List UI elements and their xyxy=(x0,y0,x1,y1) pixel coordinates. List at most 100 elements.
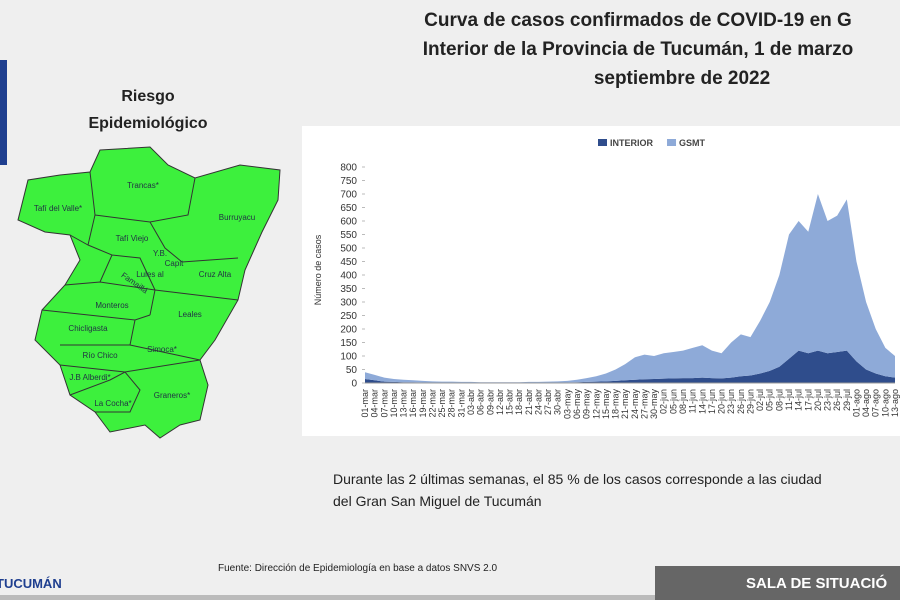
map-label: Capit xyxy=(165,259,184,268)
x-tick-label: 14-jun xyxy=(697,389,707,414)
map-heading: Epidemiológico xyxy=(88,115,207,132)
x-tick-label: 15-may xyxy=(601,389,611,420)
y-tick-label: 350 xyxy=(340,284,357,295)
title-line: septiembre de 2022 xyxy=(594,68,770,89)
x-tick-label: 29-jul xyxy=(842,389,852,411)
x-tick-label: 03-may xyxy=(562,389,572,420)
x-tick-label: 03-abr xyxy=(466,389,476,415)
footer-right: SALA DE SITUACIÓ xyxy=(746,574,887,592)
map-label: Trancas* xyxy=(127,181,159,190)
x-tick-label: 23-jul xyxy=(823,389,833,411)
map-label: Graneros* xyxy=(154,391,190,400)
x-tick-label: 10-mar xyxy=(389,389,399,418)
footer-strip xyxy=(0,595,655,600)
y-axis-label: Número de casos xyxy=(313,234,323,305)
map-label: Y.B. xyxy=(153,249,167,258)
x-tick-label: 21-abr xyxy=(524,389,534,415)
x-tick-label: 20-jun xyxy=(717,389,727,414)
x-tick-label: 04-ago xyxy=(861,389,871,417)
legend-swatch xyxy=(667,139,677,146)
map-label: Tafí Viejo xyxy=(116,234,149,243)
y-tick-label: 650 xyxy=(340,203,357,214)
note-line: Durante las 2 últimas semanas, el 85 % d… xyxy=(333,471,822,487)
x-tick-label: 22-mar xyxy=(427,389,437,418)
x-tick-label: 15-abr xyxy=(505,389,515,415)
note-line: del Gran San Miguel de Tucumán xyxy=(333,493,542,509)
map-label: Cruz Alta xyxy=(199,270,232,279)
y-tick-label: 50 xyxy=(346,365,358,376)
map xyxy=(17,146,281,439)
x-tick-label: 09-may xyxy=(582,389,592,420)
x-tick-label: 02-jul xyxy=(755,389,765,411)
y-tick-label: 250 xyxy=(340,311,357,322)
area xyxy=(365,350,895,383)
district-borders xyxy=(41,171,239,413)
area xyxy=(365,194,895,383)
legend-swatch xyxy=(598,139,607,146)
x-tick-label: 01-mar xyxy=(360,389,370,418)
map-label: Burruyacu xyxy=(219,213,255,222)
x-tick-label: 19-mar xyxy=(418,389,428,418)
x-tick-label: 26-jul xyxy=(832,389,842,411)
x-tick-label: 11-jun xyxy=(688,389,698,413)
x-tick-label: 09-abr xyxy=(485,389,495,415)
y-tick-label: 500 xyxy=(340,244,357,255)
x-tick-label: 20-jul xyxy=(813,389,823,411)
source: Fuente: Dirección de Epidemiología en ba… xyxy=(218,563,497,574)
x-tick-label: 05-jun xyxy=(668,389,678,414)
x-tick-label: 30-abr xyxy=(553,389,563,415)
footer-left: TUCUMÁN xyxy=(0,576,62,591)
y-tick-label: 400 xyxy=(340,271,357,282)
map-label: Simoca* xyxy=(147,345,177,354)
x-tick-label: 13-mar xyxy=(399,389,409,418)
x-tick-label: 07-ago xyxy=(871,389,881,417)
x-tick-label: 30-may xyxy=(649,389,659,420)
x-tick-label: 21-may xyxy=(620,389,630,420)
province xyxy=(17,146,281,439)
x-tick-label: 18-abr xyxy=(514,389,524,415)
title-line: Curva de casos confirmados de COVID-19 e… xyxy=(424,10,852,31)
x-tick-label: 31-mar xyxy=(456,389,466,418)
y-tick-label: 100 xyxy=(340,352,357,363)
map-label: Tafí del Valle* xyxy=(34,204,82,213)
x-tick-label: 29-jun xyxy=(745,389,755,414)
y-tick-label: 300 xyxy=(340,298,357,309)
side-bar xyxy=(0,60,7,165)
map-label: Leales xyxy=(178,310,202,319)
y-tick-label: 700 xyxy=(340,190,357,201)
legend-label: INTERIOR xyxy=(610,138,654,148)
x-tick-label: 27-may xyxy=(639,389,649,420)
y-tick-label: 0 xyxy=(351,379,357,390)
x-tick-label: 17-jun xyxy=(707,389,717,414)
x-tick-label: 06-may xyxy=(572,389,582,420)
x-tick-label: 17-jul xyxy=(803,389,813,411)
x-tick-label: 14-jul xyxy=(794,389,804,411)
y-tick-label: 750 xyxy=(340,176,357,187)
x-tick-label: 07-mar xyxy=(379,389,389,418)
legend-label: GSMT xyxy=(679,138,706,148)
x-tick-label: 16-mar xyxy=(408,389,418,418)
x-tick-label: 18-may xyxy=(611,389,621,420)
y-tick-label: 200 xyxy=(340,325,357,336)
y-tick-label: 600 xyxy=(340,217,357,228)
x-tick-label: 25-mar xyxy=(437,389,447,418)
x-tick-label: 10-ago xyxy=(880,389,890,417)
x-tick-label: 04-mar xyxy=(370,389,380,418)
chart: 0 50 100 150 200 250 300 350 400 450 500 550 600 650 7… xyxy=(313,138,900,419)
map-label: Río Chico xyxy=(82,351,118,360)
x-tick-label: 28-mar xyxy=(447,389,457,418)
title-line: Interior de la Provincia de Tucumán, 1 d… xyxy=(423,39,853,60)
y-tick-label: 150 xyxy=(340,338,357,349)
y-tick-label: 800 xyxy=(340,163,357,174)
map-label: Monteros xyxy=(95,301,128,310)
map-label: Lules al xyxy=(136,270,164,279)
map-heading: Riesgo xyxy=(121,88,175,105)
x-tick-label: 08-jul xyxy=(774,389,784,411)
x-tick-label: 06-abr xyxy=(476,389,486,415)
y-tick-label: 550 xyxy=(340,230,357,241)
x-tick-label: 26-jun xyxy=(736,389,746,414)
y-tick-label: 450 xyxy=(340,257,357,268)
map-label: Chicligasta xyxy=(68,324,108,333)
x-tick-label: 08-jun xyxy=(678,389,688,414)
